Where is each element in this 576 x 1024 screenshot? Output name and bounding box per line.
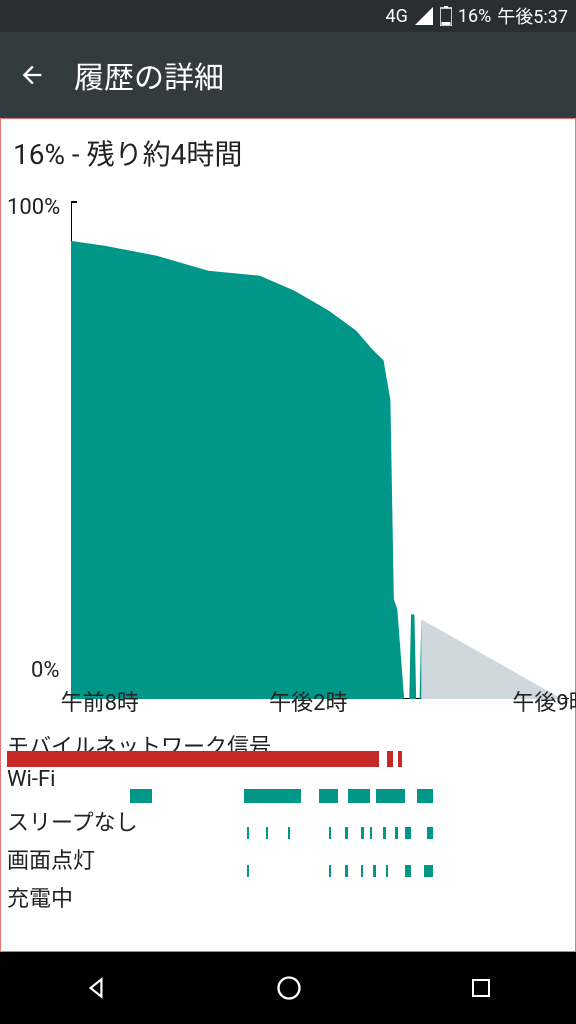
strip-segment [427, 827, 433, 839]
signal-icon [414, 6, 434, 26]
wifi-bar [111, 789, 569, 803]
strip-segment [398, 751, 402, 767]
mobile-signal-row: モバイルネットワーク信号 [7, 729, 569, 767]
strip-segment [373, 865, 376, 877]
strip-segment [288, 827, 290, 839]
wifi-row: Wi-Fi [7, 767, 569, 805]
battery-summary: 16% - 残り約4時間 [1, 119, 575, 183]
screen-on-bar [111, 865, 569, 877]
network-type: 4G [385, 6, 407, 27]
strip-segment [319, 789, 338, 803]
strip-segment [345, 827, 348, 839]
strip-segment [244, 789, 301, 803]
y-axis-max-label: 100% [7, 195, 60, 220]
strip-segment [130, 789, 152, 803]
chart-canvas [71, 201, 569, 699]
charging-row: 充電中 [7, 881, 569, 919]
strip-segment [383, 827, 386, 839]
back-arrow-icon[interactable] [18, 61, 46, 89]
mobile-signal-bar [7, 751, 569, 767]
strip-segment [247, 865, 249, 877]
app-bar: 履歴の詳細 [0, 32, 576, 118]
page-title: 履歴の詳細 [74, 53, 224, 97]
status-bar: 4G 16% 午後5:37 [0, 0, 576, 32]
nav-recent-icon[interactable] [469, 976, 493, 1000]
strip-segment [405, 827, 411, 839]
x-axis-label: 午前8時 [61, 685, 139, 717]
strip-segment [405, 865, 411, 877]
x-axis-label: 午後9時 [512, 685, 576, 717]
strip-label: 画面点灯 [7, 843, 95, 875]
awake-row: スリープなし [7, 805, 569, 843]
content: 16% - 残り約4時間 100% 0% 午前8時午後2時午後9時 モバイルネッ… [0, 118, 576, 952]
strip-segment [247, 827, 249, 839]
strip-segment [386, 865, 388, 877]
strip-segment [417, 789, 433, 803]
awake-bar [111, 827, 569, 839]
status-strips: モバイルネットワーク信号 Wi-Fi スリープなし 画面点灯 充電中 [1, 727, 575, 919]
strip-segment [361, 827, 364, 839]
x-axis-label: 午後2時 [269, 685, 347, 717]
navigation-bar [0, 952, 576, 1024]
strip-segment [387, 751, 393, 767]
x-axis: 午前8時午後2時午後9時 [65, 683, 569, 727]
battery-percent: 16% [458, 6, 491, 27]
strip-segment [266, 827, 268, 839]
strip-segment [348, 789, 370, 803]
strip-label: 充電中 [7, 881, 73, 913]
strip-segment [361, 865, 363, 877]
screen-on-row: 画面点灯 [7, 843, 569, 881]
strip-segment [376, 789, 404, 803]
y-axis-min-label: 0% [31, 658, 59, 683]
battery-chart: 100% 0% [7, 183, 569, 683]
strip-segment [395, 827, 398, 839]
strip-segment [329, 827, 331, 839]
battery-icon [440, 6, 452, 26]
strip-segment [329, 865, 331, 877]
strip-label: Wi-Fi [7, 767, 55, 792]
nav-home-icon[interactable] [275, 974, 303, 1002]
clock: 午後5:37 [497, 3, 568, 29]
strip-segment [345, 865, 348, 877]
nav-back-icon[interactable] [83, 975, 109, 1001]
charging-bar [111, 903, 569, 915]
strip-segment [7, 751, 379, 767]
strip-segment [370, 827, 372, 839]
strip-segment [424, 865, 433, 877]
